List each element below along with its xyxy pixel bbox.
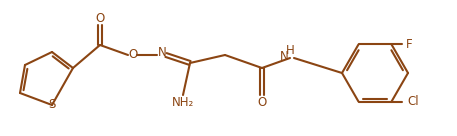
Text: N: N xyxy=(280,50,288,63)
Text: O: O xyxy=(128,49,138,61)
Text: O: O xyxy=(257,95,266,109)
Text: H: H xyxy=(286,44,294,56)
Text: F: F xyxy=(405,38,412,51)
Text: Cl: Cl xyxy=(408,95,419,108)
Text: O: O xyxy=(96,13,105,26)
Text: S: S xyxy=(48,98,56,112)
Text: N: N xyxy=(158,47,166,60)
Text: NH₂: NH₂ xyxy=(172,97,194,109)
